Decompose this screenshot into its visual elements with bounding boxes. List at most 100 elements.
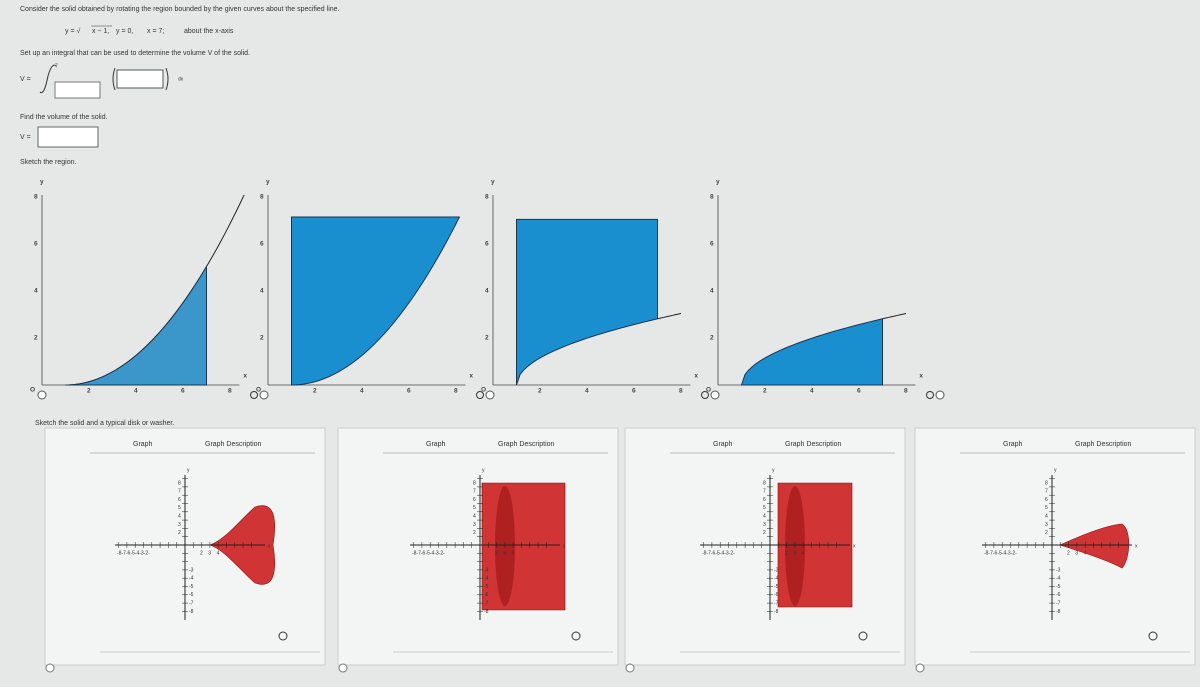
- graph-tab[interactable]: Graph: [426, 441, 446, 448]
- x-tick-labels: -8-7-6-5-4-3-2-: [702, 550, 735, 556]
- radio-button[interactable]: [915, 663, 925, 673]
- y-tick-label: -8: [189, 609, 194, 615]
- part3-prompt: Sketch the region.: [20, 159, 76, 166]
- y-tick-label: 7: [178, 489, 181, 495]
- x-tick-label: 2: [200, 550, 203, 556]
- rotation-axis: about the x-axis: [184, 28, 234, 35]
- y-tick-label: -5: [189, 584, 194, 590]
- graph-description-tab[interactable]: Graph Description: [785, 441, 842, 448]
- axis-label-x: x: [563, 543, 566, 549]
- region: [516, 218, 658, 386]
- graph-tab[interactable]: Graph: [713, 441, 733, 448]
- origin-label: O: [706, 387, 711, 394]
- radio-button[interactable]: [45, 663, 55, 673]
- origin-label: O: [256, 387, 261, 394]
- upper-limit: 7: [55, 63, 58, 69]
- y-tick-label: -6: [774, 592, 779, 598]
- x-tick-label: 4: [585, 388, 589, 395]
- info-icon[interactable]: [476, 391, 484, 399]
- y-tick-label: 2: [485, 335, 489, 342]
- info-icon[interactable]: [250, 391, 258, 399]
- curve-1: y = √: [65, 27, 80, 35]
- y-tick-label: -6: [189, 592, 194, 598]
- info-icon[interactable]: [701, 391, 709, 399]
- y-tick-label: 6: [710, 241, 714, 248]
- axis-label-x: x: [243, 373, 247, 380]
- x-tick-label: 4: [512, 550, 515, 556]
- y-tick-label: 4: [1045, 514, 1048, 520]
- radio-button[interactable]: [485, 390, 495, 400]
- radio-button[interactable]: [338, 663, 348, 673]
- y-tick-label: -7: [1056, 601, 1061, 607]
- answer-panel: [624, 427, 906, 666]
- y-tick-label: 8: [260, 194, 264, 201]
- y-tick-label: -3: [189, 567, 194, 573]
- y-tick-label: -7: [484, 601, 489, 607]
- radio-button[interactable]: [37, 390, 47, 400]
- x-tick-labels: -8-7-6-5-4-3-2-: [412, 550, 445, 556]
- y-tick-label: 4: [473, 514, 476, 520]
- info-icon[interactable]: [1148, 631, 1158, 641]
- y-tick-label: 4: [34, 288, 38, 295]
- radio-button[interactable]: [625, 663, 635, 673]
- volume-input[interactable]: [37, 126, 99, 148]
- part2-prompt: Find the volume of the solid.: [20, 114, 108, 121]
- y-tick-label: -7: [189, 601, 194, 607]
- radio-button[interactable]: [935, 390, 945, 400]
- y-tick-label: 4: [260, 288, 264, 295]
- y-tick-label: 5: [473, 505, 476, 511]
- differential: dx: [178, 76, 184, 82]
- info-icon[interactable]: [926, 391, 934, 399]
- graph-description-tab[interactable]: Graph Description: [205, 441, 262, 448]
- radio-button[interactable]: [710, 390, 720, 400]
- x-tick-label: 3: [793, 550, 796, 556]
- integrand-input[interactable]: [116, 69, 164, 89]
- axis-label-x: x: [919, 373, 923, 380]
- y-tick-label: 3: [763, 522, 766, 528]
- axis-label-x: x: [853, 543, 856, 549]
- solid: [481, 482, 566, 611]
- x-tick-label: 4: [810, 388, 814, 395]
- x-tick-label: 2: [495, 550, 498, 556]
- y-tick-label: 2: [473, 530, 476, 536]
- y-tick-label: -4: [774, 576, 779, 582]
- info-icon[interactable]: [858, 631, 868, 641]
- axis-label-y: y: [40, 179, 44, 186]
- x-tick-label: 2: [785, 550, 788, 556]
- lower-limit-input[interactable]: [54, 81, 101, 99]
- graph-tab[interactable]: Graph: [1003, 441, 1023, 448]
- y-tick-label: -5: [774, 584, 779, 590]
- axis-label-y: y: [772, 467, 775, 473]
- region: [65, 264, 207, 386]
- radio-button[interactable]: [259, 390, 269, 400]
- y-tick-label: 3: [1045, 522, 1048, 528]
- y-tick-label: -3: [774, 567, 779, 573]
- axis-label-y: y: [187, 467, 190, 473]
- y-tick-label: 6: [34, 241, 38, 248]
- curve-1-radicand: x − 1,: [92, 28, 109, 35]
- y-tick-label: 2: [710, 335, 714, 342]
- x-tick-label: 8: [228, 388, 232, 395]
- curve: [657, 313, 682, 320]
- answer-panel: [337, 427, 619, 666]
- curve: [882, 313, 907, 320]
- y-tick-label: 6: [473, 497, 476, 503]
- x-tick-labels: -8-7-6-5-4-3-2-: [117, 550, 150, 556]
- graph-tab[interactable]: Graph: [133, 441, 153, 448]
- problem-intro: Consider the solid obtained by rotating …: [20, 6, 340, 13]
- info-icon[interactable]: [571, 631, 581, 641]
- y-tick-label: -8: [1056, 609, 1061, 615]
- info-icon[interactable]: [278, 631, 288, 641]
- y-tick-label: 3: [473, 522, 476, 528]
- y-tick-label: 7: [763, 489, 766, 495]
- x-tick-label: 3: [503, 550, 506, 556]
- graph-description-tab[interactable]: Graph Description: [1075, 441, 1132, 448]
- y-tick-label: 6: [1045, 497, 1048, 503]
- volume-lhs-2: V =: [20, 134, 31, 141]
- curve-2: y = 0,: [116, 28, 133, 35]
- y-tick-label: 8: [1045, 480, 1048, 486]
- origin-label: O: [30, 387, 35, 394]
- graph-description-tab[interactable]: Graph Description: [498, 441, 555, 448]
- x-tick-label: 6: [407, 388, 411, 395]
- x-tick-labels: -8-7-6-5-4-3-2-: [984, 550, 1017, 556]
